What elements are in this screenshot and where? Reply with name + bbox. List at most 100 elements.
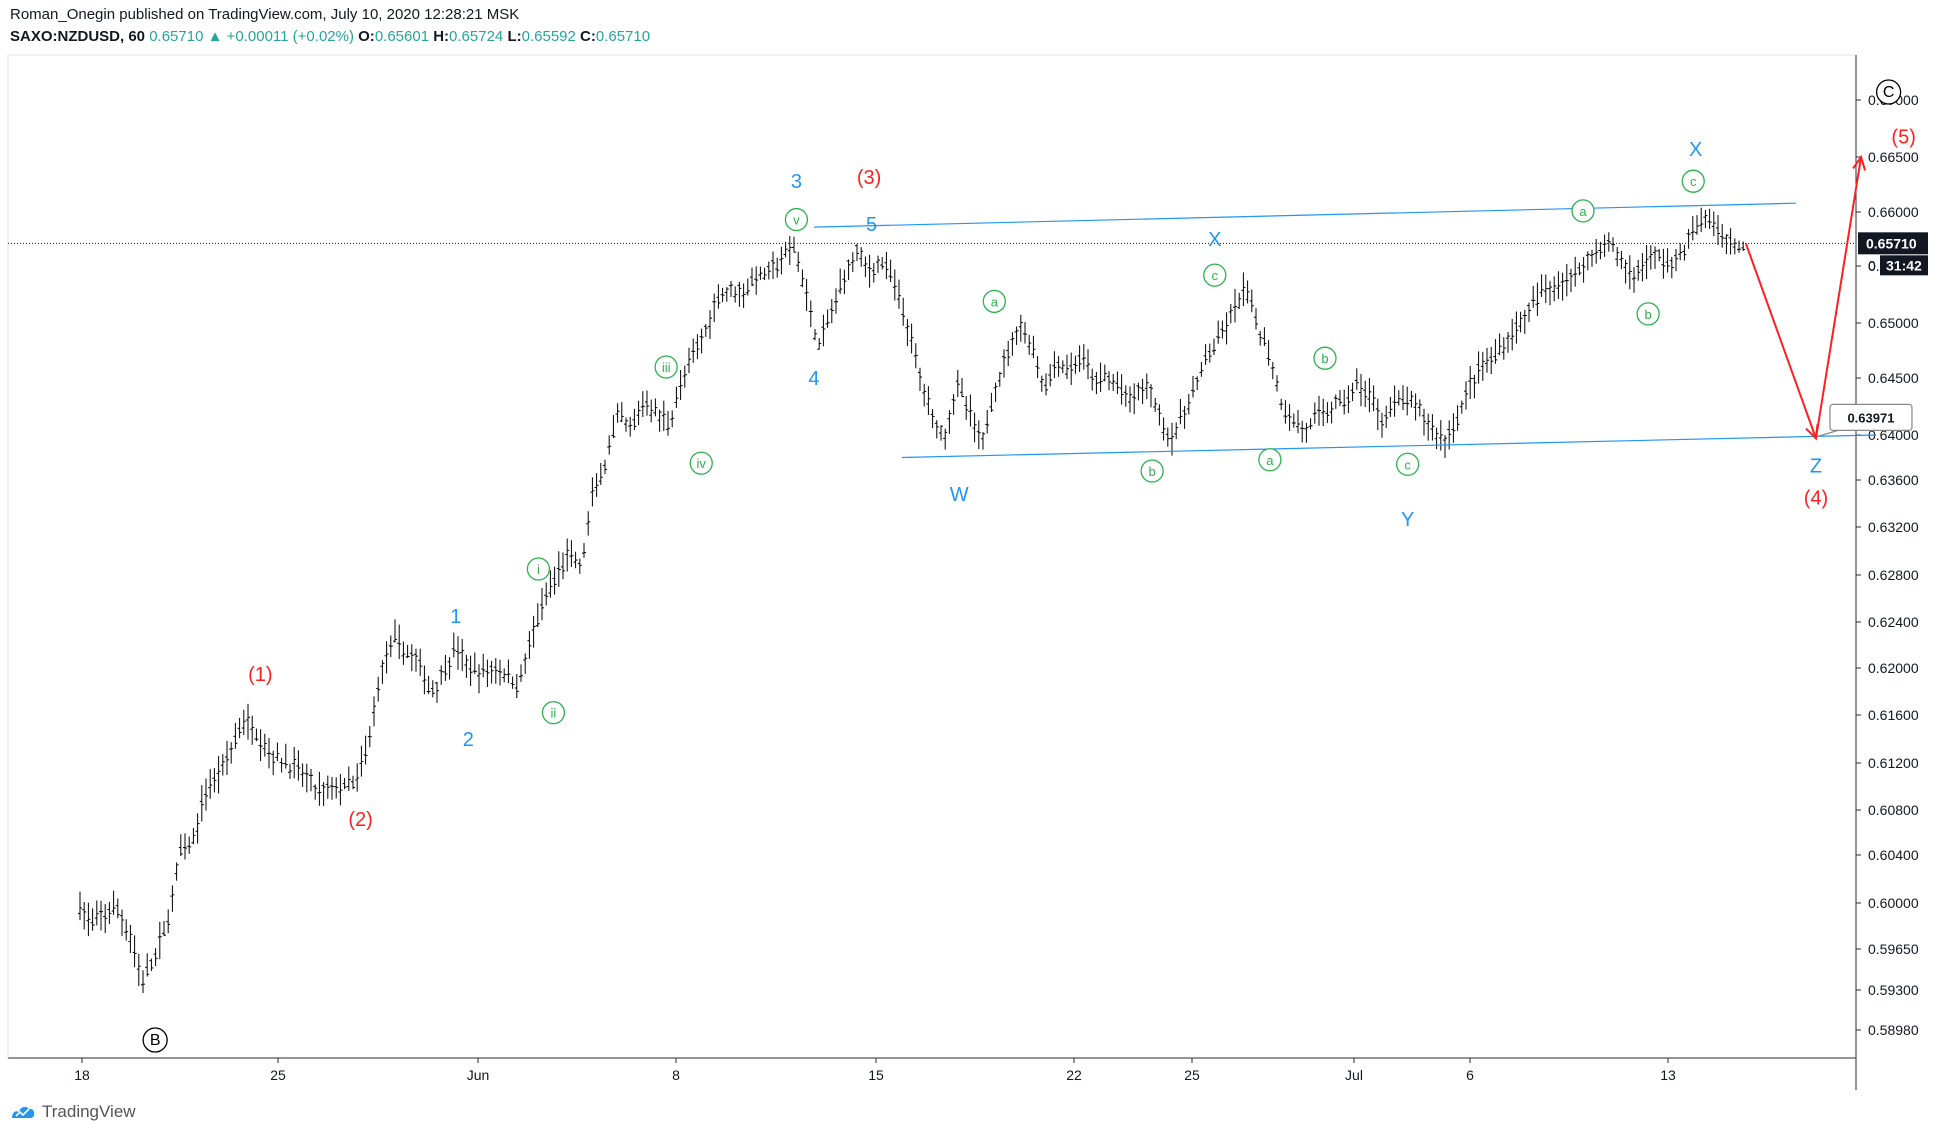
price-tick-label: 0.64000 (1868, 427, 1919, 443)
wave-label: a (1579, 204, 1587, 219)
time-tick-label: 18 (74, 1067, 90, 1083)
wave-label-circle (1258, 448, 1282, 472)
time-tick-label: 13 (1660, 1067, 1676, 1083)
open-label: O: (358, 28, 375, 45)
price-tick-label: 0.60400 (1868, 847, 1919, 863)
wave-label: (5) (1891, 126, 1915, 148)
countdown-tag (1880, 255, 1928, 276)
wave-label: ii (551, 706, 557, 721)
wave-label: a (1266, 453, 1274, 468)
close-label: C: (580, 28, 596, 45)
wave-label: X (1689, 139, 1702, 161)
low-label: L: (507, 28, 522, 45)
high-value: 0.65724 (449, 28, 504, 45)
price-tick-label: 0.60800 (1868, 802, 1919, 818)
time-tick-label: 15 (868, 1067, 884, 1083)
price-tick-label: 0.66500 (1868, 149, 1919, 165)
target-price-label: 0.63971 (1847, 410, 1894, 425)
wave-label: (3) (857, 167, 881, 189)
target-callout-pointer (1817, 429, 1839, 437)
symbol-info: SAXO:NZDUSD, 60 0.65710 ▲ +0.00011 (+0.0… (10, 28, 650, 45)
wave-label: 5 (866, 214, 877, 236)
target-price-callout (1829, 403, 1913, 431)
wave-label: 4 (808, 368, 819, 390)
price-tick-label: 0.64500 (1868, 370, 1919, 386)
wave-label-circle (784, 207, 809, 232)
high-label: H: (433, 28, 450, 45)
last-price: 0.65710 (149, 28, 204, 45)
last-price-tag (1858, 232, 1928, 255)
price-chart[interactable]: 0.670000.665000.660000.655000.650000.645… (0, 0, 1938, 1100)
time-tick-label: Jun (467, 1067, 490, 1083)
last-price-tag-label: 0.65710 (1866, 235, 1917, 251)
wave-label: i (537, 562, 540, 577)
wave-label-circle (1313, 346, 1337, 370)
symbol-name: SAXO:NZDUSD, 60 (10, 28, 146, 45)
channel-lower-line[interactable] (901, 434, 1877, 459)
wave-label-circle (1875, 79, 1902, 105)
wave-label: (2) (348, 809, 372, 831)
wave-label: iii (662, 360, 671, 375)
wave-label: c (1212, 268, 1219, 283)
close-value: 0.65710 (595, 28, 651, 45)
projection-arrow-line[interactable] (1744, 242, 1817, 439)
price-tick-label: 0.58980 (1868, 1022, 1919, 1038)
wave-label: c (1690, 174, 1697, 189)
drawings[interactable] (8, 154, 1877, 459)
wave-label: (4) (1804, 488, 1828, 510)
wave-label: a (991, 294, 999, 309)
price-tick-label: 0.61600 (1868, 707, 1919, 723)
wave-label: W (950, 484, 969, 506)
wave-label-circle (1571, 199, 1595, 223)
candles (78, 207, 1746, 993)
wave-label: v (793, 213, 800, 228)
countdown-tag-label: 31:42 (1886, 257, 1922, 273)
wave-label: 1 (450, 606, 461, 628)
wave-label: b (1645, 307, 1652, 322)
price-tick-label: 0.66000 (1868, 204, 1919, 220)
price-tick-label: 0.63600 (1868, 472, 1919, 488)
time-tick-label: 25 (270, 1067, 286, 1083)
projection-arrow-line[interactable] (1814, 156, 1863, 439)
wave-label: b (1149, 464, 1156, 479)
price-change: +0.00011 (+0.02%) (226, 28, 354, 45)
tradingview-logo-icon (12, 1106, 35, 1118)
price-tags: 0.65710 31:42 0 0.63971 (1817, 232, 1928, 437)
price-tick-label: 0.65000 (1868, 315, 1919, 331)
wave-label: b (1321, 351, 1328, 366)
footer-brand: TradingView (42, 1102, 136, 1121)
price-tick-label: 0.62000 (1868, 660, 1919, 676)
wave-label: 3 (791, 171, 802, 193)
wave-labels: BC(1)(2)(3)(4)(5)12345WXYXZiiiiiiivvabca… (142, 79, 1916, 1053)
open-value: 0.65601 (374, 28, 430, 45)
wave-label-circle (1396, 452, 1420, 476)
publish-info: Roman_Onegin published on TradingView.co… (10, 6, 520, 23)
wave-label-circle (541, 701, 566, 725)
time-axis[interactable]: 18 25 Jun 8 15 22 25 Jul 6 13 (74, 1058, 1676, 1083)
change-arrow-icon: ▲ (207, 28, 223, 45)
price-tick-label: 0.61200 (1868, 755, 1919, 771)
price-tick-label: 0.63200 (1868, 519, 1919, 535)
channel-upper-line[interactable] (813, 202, 1796, 228)
price-axis[interactable]: 0.670000.665000.660000.655000.650000.645… (1856, 92, 1919, 1038)
hidden-tick-label: 0 (1868, 257, 1876, 273)
price-tick-label: 0.59650 (1868, 941, 1919, 957)
time-tick-label: 6 (1466, 1067, 1474, 1083)
time-tick-label: 8 (672, 1067, 680, 1083)
wave-label: Z (1810, 455, 1822, 477)
wave-label-circle (526, 557, 551, 581)
time-tick-label: 25 (1184, 1067, 1200, 1083)
wave-label: Y (1401, 509, 1414, 531)
wave-label-circle (654, 355, 678, 379)
wave-label: (1) (248, 664, 272, 686)
wave-label: X (1208, 229, 1221, 251)
time-tick-label: Jul (1345, 1067, 1363, 1083)
wave-label-circle (689, 451, 713, 475)
wave-label-circle (1203, 263, 1227, 287)
price-tick-label: 0.62400 (1868, 614, 1919, 630)
footer[interactable]: TradingView (10, 1102, 136, 1122)
projection-arrow-head-icon (1852, 154, 1867, 171)
price-tick-label: 0.62800 (1868, 567, 1919, 583)
wave-label: c (1404, 457, 1411, 472)
wave-label-circle (982, 289, 1006, 313)
